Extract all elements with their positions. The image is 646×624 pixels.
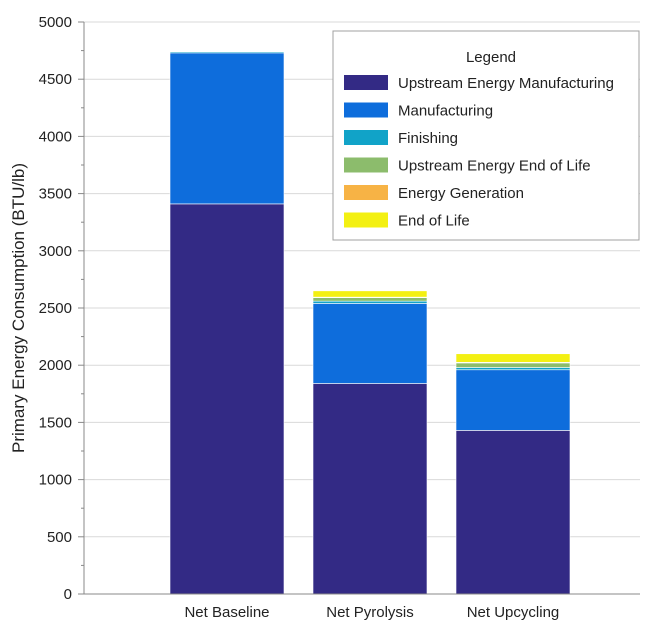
y-tick-label: 1000 (39, 472, 72, 489)
bar-segment-finishing (169, 51, 285, 54)
y-tick-label: 3500 (39, 186, 72, 203)
legend-swatch (344, 157, 388, 173)
legend-swatch (344, 185, 388, 200)
bar-segment-manufacturing (312, 303, 428, 384)
axes (83, 22, 640, 595)
legend-label: Manufacturing (398, 103, 493, 120)
bar-segment-end-of-life (455, 353, 571, 363)
bar-segment-upstream-energy-end-of-life (312, 297, 428, 302)
bar-segment-upstream-energy-end-of-life (455, 362, 571, 368)
legend-swatch (344, 75, 388, 90)
legend-label: End of Life (398, 213, 470, 230)
legend-swatch (344, 130, 388, 145)
bar-segment-finishing (455, 367, 571, 371)
y-tick-label: 2000 (39, 357, 72, 374)
x-tick-label: Net Upcycling (467, 604, 560, 621)
bar-segment-manufacturing (455, 369, 571, 431)
x-tick-label: Net Pyrolysis (326, 604, 414, 621)
legend-swatch (344, 212, 388, 228)
legend-label: Energy Generation (398, 185, 524, 202)
y-tick-label: 2500 (39, 300, 72, 317)
legend-swatch (344, 102, 388, 118)
y-tick-label: 3000 (39, 243, 72, 260)
y-tick-label: 4500 (39, 71, 72, 88)
bar-segment-upstream-energy-manufacturing (169, 203, 285, 595)
y-tick-label: 5000 (39, 14, 72, 31)
legend-label: Upstream Energy End of Life (398, 158, 591, 175)
legend-label: Upstream Energy Manufacturing (398, 75, 614, 92)
y-tick-label: 0 (64, 586, 72, 603)
y-tick-label: 4000 (39, 128, 72, 145)
bar-segment-upstream-energy-manufacturing (312, 383, 428, 595)
y-tick-label: 500 (47, 529, 72, 546)
y-tick-label: 1500 (39, 414, 72, 431)
bar-segment-finishing (312, 300, 428, 304)
legend: Legend Upstream Energy Manufacturing Manu… (332, 30, 640, 241)
legend-label: Finishing (398, 130, 458, 147)
x-tick-labels: Net Baseline Net Pyrolysis Net Upcycling (184, 604, 559, 621)
legend-title: Legend (466, 49, 516, 66)
bars (169, 51, 571, 595)
bar-segment-upstream-energy-manufacturing (455, 430, 571, 595)
legend-items: Upstream Energy Manufacturing Manufacturi… (344, 75, 614, 230)
bar-segment-manufacturing (169, 52, 285, 205)
x-tick-label: Net Baseline (184, 604, 269, 621)
bar-segment-end-of-life (312, 290, 428, 298)
y-axis-title: Primary Energy Consumption (BTU/lb) (9, 163, 28, 453)
y-tick-labels: 0 500 1000 1500 2000 2500 3000 3500 4000 4500 5000 (39, 14, 72, 603)
